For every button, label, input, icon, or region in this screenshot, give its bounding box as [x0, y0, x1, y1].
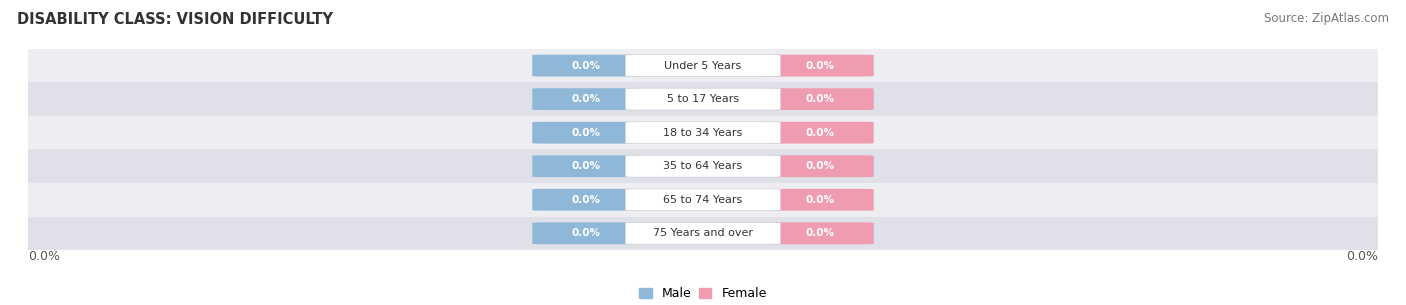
- Text: 0.0%: 0.0%: [1346, 250, 1378, 263]
- Text: 65 to 74 Years: 65 to 74 Years: [664, 195, 742, 205]
- FancyBboxPatch shape: [626, 55, 780, 77]
- Text: 75 Years and over: 75 Years and over: [652, 228, 754, 238]
- FancyBboxPatch shape: [626, 122, 780, 144]
- Text: Under 5 Years: Under 5 Years: [665, 61, 741, 70]
- FancyBboxPatch shape: [626, 155, 780, 177]
- Bar: [28, 183, 1378, 217]
- FancyBboxPatch shape: [766, 55, 873, 77]
- Text: Source: ZipAtlas.com: Source: ZipAtlas.com: [1264, 12, 1389, 25]
- Bar: [28, 49, 1378, 82]
- FancyBboxPatch shape: [766, 88, 873, 110]
- Bar: [28, 82, 1378, 116]
- Text: 0.0%: 0.0%: [806, 61, 834, 70]
- FancyBboxPatch shape: [533, 122, 640, 144]
- FancyBboxPatch shape: [533, 222, 640, 244]
- FancyBboxPatch shape: [626, 88, 780, 110]
- FancyBboxPatch shape: [533, 155, 640, 177]
- Text: 35 to 64 Years: 35 to 64 Years: [664, 161, 742, 171]
- Text: 5 to 17 Years: 5 to 17 Years: [666, 94, 740, 104]
- Bar: [28, 217, 1378, 250]
- FancyBboxPatch shape: [766, 189, 873, 211]
- Text: 0.0%: 0.0%: [572, 128, 600, 138]
- FancyBboxPatch shape: [533, 55, 640, 77]
- Text: 0.0%: 0.0%: [806, 161, 834, 171]
- Text: 0.0%: 0.0%: [806, 128, 834, 138]
- Text: 0.0%: 0.0%: [572, 94, 600, 104]
- Text: 0.0%: 0.0%: [806, 195, 834, 205]
- FancyBboxPatch shape: [626, 222, 780, 244]
- Text: 0.0%: 0.0%: [806, 94, 834, 104]
- Legend: Male, Female: Male, Female: [640, 287, 766, 300]
- FancyBboxPatch shape: [766, 155, 873, 177]
- Text: 0.0%: 0.0%: [572, 161, 600, 171]
- Text: 0.0%: 0.0%: [572, 195, 600, 205]
- Text: 0.0%: 0.0%: [572, 61, 600, 70]
- FancyBboxPatch shape: [533, 88, 640, 110]
- FancyBboxPatch shape: [533, 189, 640, 211]
- Bar: [28, 149, 1378, 183]
- Text: 18 to 34 Years: 18 to 34 Years: [664, 128, 742, 138]
- FancyBboxPatch shape: [766, 122, 873, 144]
- Text: DISABILITY CLASS: VISION DIFFICULTY: DISABILITY CLASS: VISION DIFFICULTY: [17, 12, 333, 27]
- FancyBboxPatch shape: [766, 222, 873, 244]
- Text: 0.0%: 0.0%: [806, 228, 834, 238]
- Text: 0.0%: 0.0%: [28, 250, 60, 263]
- Bar: [28, 116, 1378, 149]
- Text: 0.0%: 0.0%: [572, 228, 600, 238]
- FancyBboxPatch shape: [626, 189, 780, 211]
